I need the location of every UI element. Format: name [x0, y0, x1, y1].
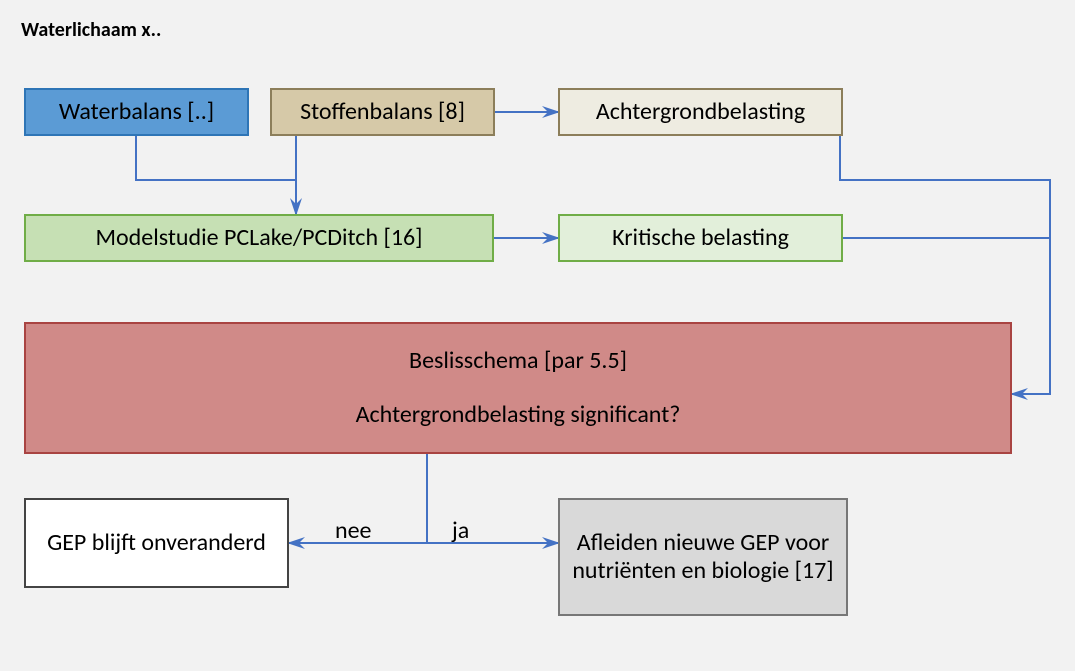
- node-modelstudie-label: Modelstudie PCLake/PCDitch [16]: [95, 224, 422, 252]
- edge-label-ja: ja: [452, 516, 469, 545]
- node-gep-onveranderd-label: GEP blijft onveranderd: [47, 529, 266, 557]
- node-waterbalans: Waterbalans [..]: [24, 88, 249, 136]
- node-beslisschema-line2: Achtergrondbelasting significant?: [356, 401, 681, 429]
- node-kritische-belasting: Kritische belasting: [558, 214, 843, 262]
- node-modelstudie: Modelstudie PCLake/PCDitch [16]: [24, 214, 494, 262]
- edge-label-nee: nee: [335, 516, 372, 545]
- node-gep-nieuw: Afleiden nieuwe GEP voor nutriënten en b…: [558, 498, 848, 616]
- node-kritische-belasting-label: Kritische belasting: [612, 224, 789, 252]
- node-beslisschema: Beslisschema [par 5.5] Achtergrondbelast…: [24, 322, 1012, 454]
- node-beslisschema-line1: Beslisschema [par 5.5]: [409, 347, 627, 375]
- node-achtergrondbelasting: Achtergrondbelasting: [558, 88, 843, 136]
- node-gep-onveranderd: GEP blijft onveranderd: [24, 498, 289, 588]
- node-achtergrondbelasting-label: Achtergrondbelasting: [596, 98, 805, 126]
- node-stoffenbalans: Stoffenbalans [8]: [270, 88, 495, 136]
- page-title: Waterlichaam x..: [21, 18, 161, 42]
- node-stoffenbalans-label: Stoffenbalans [8]: [300, 98, 465, 126]
- node-waterbalans-label: Waterbalans [..]: [59, 98, 214, 126]
- node-gep-nieuw-label: Afleiden nieuwe GEP voor nutriënten en b…: [566, 529, 840, 584]
